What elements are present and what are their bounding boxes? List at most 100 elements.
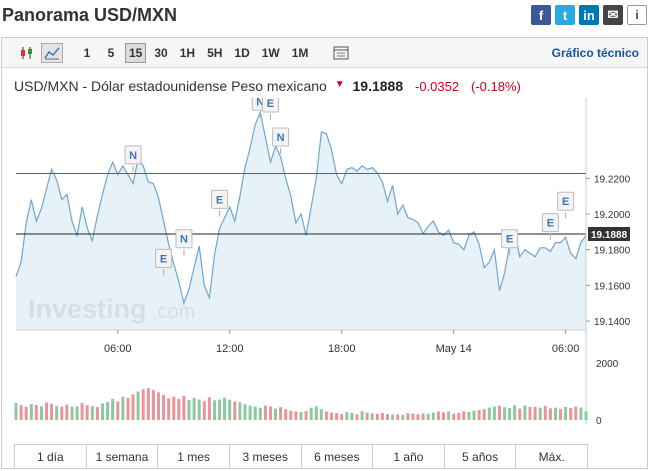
volume-bar xyxy=(182,395,186,420)
volume-bar xyxy=(55,405,59,421)
volume-bar xyxy=(238,402,242,420)
chart-settings-icon[interactable] xyxy=(330,43,352,63)
volume-bar xyxy=(126,397,130,420)
event-marker-label: E xyxy=(547,218,554,230)
volume-bar xyxy=(538,407,542,420)
linkedin-icon[interactable]: in xyxy=(579,5,599,25)
interval-button-1m[interactable]: 1M xyxy=(291,45,309,60)
volume-bar xyxy=(579,407,583,420)
event-marker-e[interactable]: E xyxy=(155,248,173,276)
event-marker-label: N xyxy=(256,98,264,108)
volume-bar xyxy=(253,406,257,420)
range-button-1[interactable]: 1 semana xyxy=(87,445,159,468)
volume-bar xyxy=(106,402,110,420)
event-marker-e[interactable]: E xyxy=(541,213,559,240)
volume-bar xyxy=(202,401,206,420)
interval-button-15[interactable]: 15 xyxy=(125,42,147,63)
volume-bar xyxy=(436,411,440,420)
event-marker-e[interactable]: E xyxy=(501,229,519,256)
x-tick-label: 18:00 xyxy=(328,343,356,355)
x-tick-label: 06:00 xyxy=(552,343,580,355)
interval-button-30[interactable]: 30 xyxy=(154,45,168,60)
range-button-3[interactable]: 3 meses xyxy=(230,445,302,468)
y-tick-label: 19.1600 xyxy=(594,281,631,292)
interval-button-1w[interactable]: 1W xyxy=(261,45,280,60)
mail-icon[interactable]: ✉ xyxy=(603,5,623,25)
volume-bar xyxy=(136,391,140,420)
volume-bar xyxy=(192,397,196,420)
candlestick-chart-icon[interactable] xyxy=(16,43,38,63)
volume-bar xyxy=(213,400,216,420)
volume-bar xyxy=(330,412,333,420)
volume-bar xyxy=(34,404,38,420)
event-marker-n[interactable]: N xyxy=(124,145,142,172)
range-button-7[interactable]: Máx. xyxy=(516,445,588,468)
share-bar: f t in ✉ i xyxy=(531,5,647,25)
range-button-0[interactable]: 1 día xyxy=(14,445,87,468)
event-marker-e[interactable]: E xyxy=(211,189,229,217)
volume-bar xyxy=(360,411,364,420)
volume-bar xyxy=(263,405,267,420)
volume-bar xyxy=(528,406,532,420)
info-icon[interactable]: i xyxy=(627,5,647,25)
interval-button-1h[interactable]: 1H xyxy=(179,45,196,60)
interval-button-5h[interactable]: 5H xyxy=(207,45,223,60)
event-marker-label: N xyxy=(180,234,188,246)
event-marker-label: E xyxy=(267,98,274,110)
price-tag xyxy=(588,226,630,241)
event-marker-e[interactable]: E xyxy=(261,98,279,121)
volume-bar xyxy=(223,397,227,420)
volume-bar xyxy=(498,405,501,421)
volume-bar xyxy=(340,414,344,420)
volume-bar xyxy=(513,405,517,420)
range-button-2[interactable]: 1 mes xyxy=(158,445,230,468)
volume-bar xyxy=(29,404,33,420)
down-arrow-icon: ▼ xyxy=(334,79,345,90)
volume-bar xyxy=(80,402,84,420)
interval-button-1[interactable]: 1 xyxy=(83,45,91,60)
volume-bar xyxy=(24,406,28,420)
volume-bar xyxy=(472,410,476,420)
range-button-4[interactable]: 6 meses xyxy=(302,445,374,468)
area-chart-icon[interactable] xyxy=(41,42,63,63)
range-button-5[interactable]: 1 año xyxy=(373,445,445,468)
volume-bar xyxy=(218,399,222,420)
event-marker-e[interactable]: E xyxy=(557,191,575,219)
volume-bar xyxy=(258,407,262,420)
volume-bar xyxy=(355,414,359,420)
event-marker-n[interactable]: N xyxy=(175,229,193,256)
volume-bar xyxy=(294,411,298,420)
volume-bar xyxy=(574,406,578,420)
interval-button-1d[interactable]: 1D xyxy=(234,45,250,60)
volume-bar xyxy=(401,414,405,420)
volume-bar xyxy=(482,409,486,420)
event-marker-label: E xyxy=(216,194,223,206)
volume-bar xyxy=(90,406,94,420)
chart-widget: 1 5 15 30 1H 5H 1D 1W 1M Gráfico técnico USD/MXN… xyxy=(1,37,648,469)
volume-bar xyxy=(197,399,201,420)
volume-bar xyxy=(396,414,400,420)
volume-bar xyxy=(492,406,496,420)
volume-tick-label: 2000 xyxy=(596,359,619,370)
twitter-icon[interactable]: t xyxy=(555,5,575,25)
volume-bar xyxy=(406,413,410,420)
volume-bar xyxy=(269,406,272,420)
volume-bar xyxy=(584,411,588,420)
technical-chart-link[interactable]: Gráfico técnico xyxy=(551,46,639,60)
y-tick-label: 19.2200 xyxy=(594,174,631,185)
interval-button-5[interactable]: 5 xyxy=(107,45,115,60)
volume-bar xyxy=(101,403,104,420)
range-button-6[interactable]: 5 años xyxy=(445,445,517,468)
volume-bar xyxy=(162,394,166,420)
volume-bar xyxy=(416,414,420,420)
volume-bar xyxy=(304,411,308,420)
x-tick-label: 12:00 xyxy=(216,343,244,355)
facebook-icon[interactable]: f xyxy=(531,5,551,25)
volume-bar xyxy=(60,406,64,420)
volume-bar xyxy=(284,409,288,420)
volume-bar xyxy=(391,414,395,420)
volume-bar xyxy=(65,404,69,420)
event-marker-label: E xyxy=(562,196,569,208)
event-marker-n[interactable]: N xyxy=(272,127,290,154)
price-chart[interactable]: Investing.com19.220019.200019.180019.160… xyxy=(2,98,647,443)
